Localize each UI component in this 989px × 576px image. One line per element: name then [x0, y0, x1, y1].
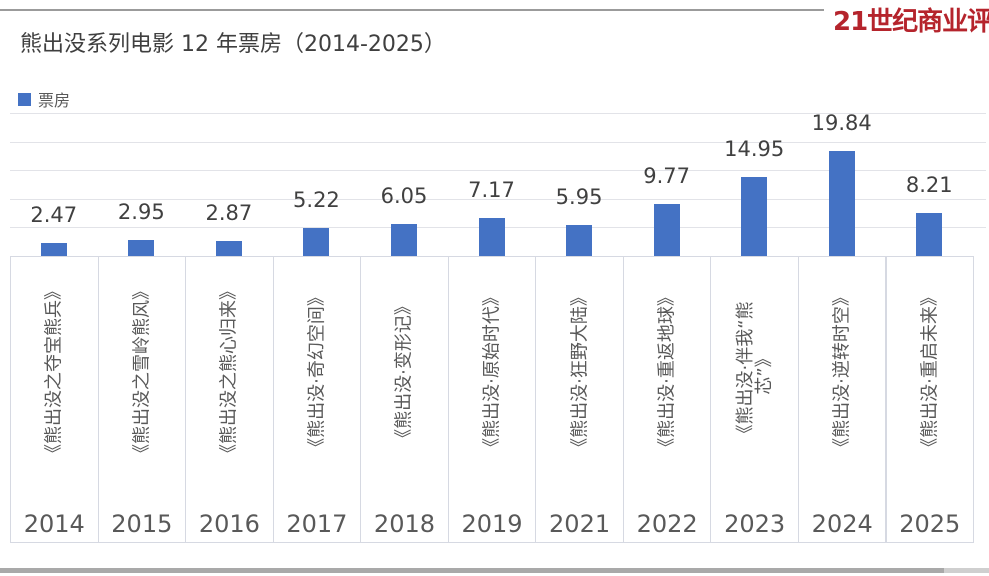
bar-2017 — [303, 228, 330, 256]
movie-title-label: 《熊出没之夺宝熊兵》 — [43, 282, 65, 462]
category-cell: 《熊出没·重返地球》 2022 — [622, 256, 712, 543]
category-cell: 《熊出没之雪岭熊风》 2015 — [97, 256, 187, 543]
chart-title: 熊出没系列电影 12 年票房（2014-2025） — [20, 32, 446, 57]
bar-2025 — [916, 213, 943, 256]
bar-value-label: 14.95 — [724, 137, 785, 161]
gridline — [10, 113, 986, 114]
year-label: 2024 — [811, 510, 873, 538]
year-label: 2021 — [549, 510, 611, 538]
movie-title-label: 《熊出没·逆转时空》 — [831, 288, 853, 456]
bar-2022 — [653, 204, 680, 256]
gridline — [10, 142, 986, 143]
legend-label: 票房 — [38, 91, 71, 110]
category-cell: 《熊出没·狂野大陆》 2021 — [535, 256, 624, 543]
year-label: 2015 — [111, 510, 173, 538]
header-divider-line — [0, 9, 824, 11]
bar-value-label: 2.47 — [30, 203, 78, 227]
movie-title-label: 《熊出没·原始时代》 — [481, 288, 503, 456]
movie-title-label: 《熊出没·伴我“熊 芯”》 — [734, 301, 775, 443]
bar-2021 — [566, 225, 593, 256]
bar-2018 — [390, 224, 417, 256]
category-cell: 《熊出没·原始时代》 2019 — [447, 256, 537, 543]
movie-title-label: 《熊出没·奇幻空间》 — [306, 288, 328, 456]
legend: 票房 — [18, 87, 70, 111]
year-label: 2018 — [373, 510, 435, 538]
bottom-scroll-bar-track — [944, 568, 989, 573]
brand-logo: 21世纪商业评论 — [833, 7, 989, 35]
category-cell: 《熊出没之熊心归来》 2016 — [185, 256, 274, 543]
bar-2019 — [478, 218, 505, 256]
bar-value-label: 8.21 — [905, 173, 953, 197]
bottom-scroll-bar — [0, 568, 944, 573]
bar-value-label: 7.17 — [468, 178, 515, 202]
bar-2015 — [128, 240, 155, 256]
bar-value-label: 2.95 — [117, 200, 165, 224]
movie-title-label: 《熊出没·重启未来》 — [919, 288, 941, 456]
bar-2024 — [828, 151, 855, 256]
movie-title-label: 《熊出没之熊心归来》 — [218, 282, 240, 462]
year-label: 2019 — [461, 510, 523, 538]
bar-2016 — [215, 241, 242, 256]
bar-value-label: 5.95 — [555, 185, 603, 209]
gridline — [10, 199, 986, 200]
movie-title-label: 《熊出没·变形记》 — [393, 297, 415, 447]
year-label: 2016 — [198, 510, 260, 538]
year-label: 2017 — [286, 510, 348, 538]
year-label: 2014 — [23, 510, 85, 538]
bar-value-label: 2.87 — [205, 201, 253, 225]
year-label: 2023 — [724, 510, 786, 538]
category-cell: 《熊出没之夺宝熊兵》 2014 — [10, 256, 99, 543]
bar-value-label: 6.05 — [380, 184, 428, 208]
category-cell: 《熊出没·变形记》 2018 — [360, 256, 449, 543]
bar-value-label: 9.77 — [643, 164, 690, 188]
category-cell: 《熊出没·伴我“熊 芯”》 2023 — [710, 256, 799, 543]
category-cell: 《熊出没·重启未来》 2025 — [885, 256, 975, 543]
movie-title-label: 《熊出没·狂野大陆》 — [569, 288, 591, 456]
movie-title-label: 《熊出没之雪岭熊风》 — [131, 282, 153, 462]
year-label: 2025 — [899, 510, 961, 538]
bar-2014 — [40, 243, 67, 256]
legend-swatch-icon — [18, 92, 31, 106]
category-cell: 《熊出没·逆转时空》 2024 — [797, 256, 887, 543]
movie-title-label: 《熊出没·重返地球》 — [656, 288, 678, 456]
category-cell: 《熊出没·奇幻空间》 2017 — [272, 256, 362, 543]
bar-value-label: 5.22 — [293, 188, 340, 212]
bar-2023 — [741, 177, 768, 256]
gridline — [10, 170, 986, 171]
bar-value-label: 19.84 — [811, 111, 872, 135]
year-label: 2022 — [636, 510, 698, 538]
